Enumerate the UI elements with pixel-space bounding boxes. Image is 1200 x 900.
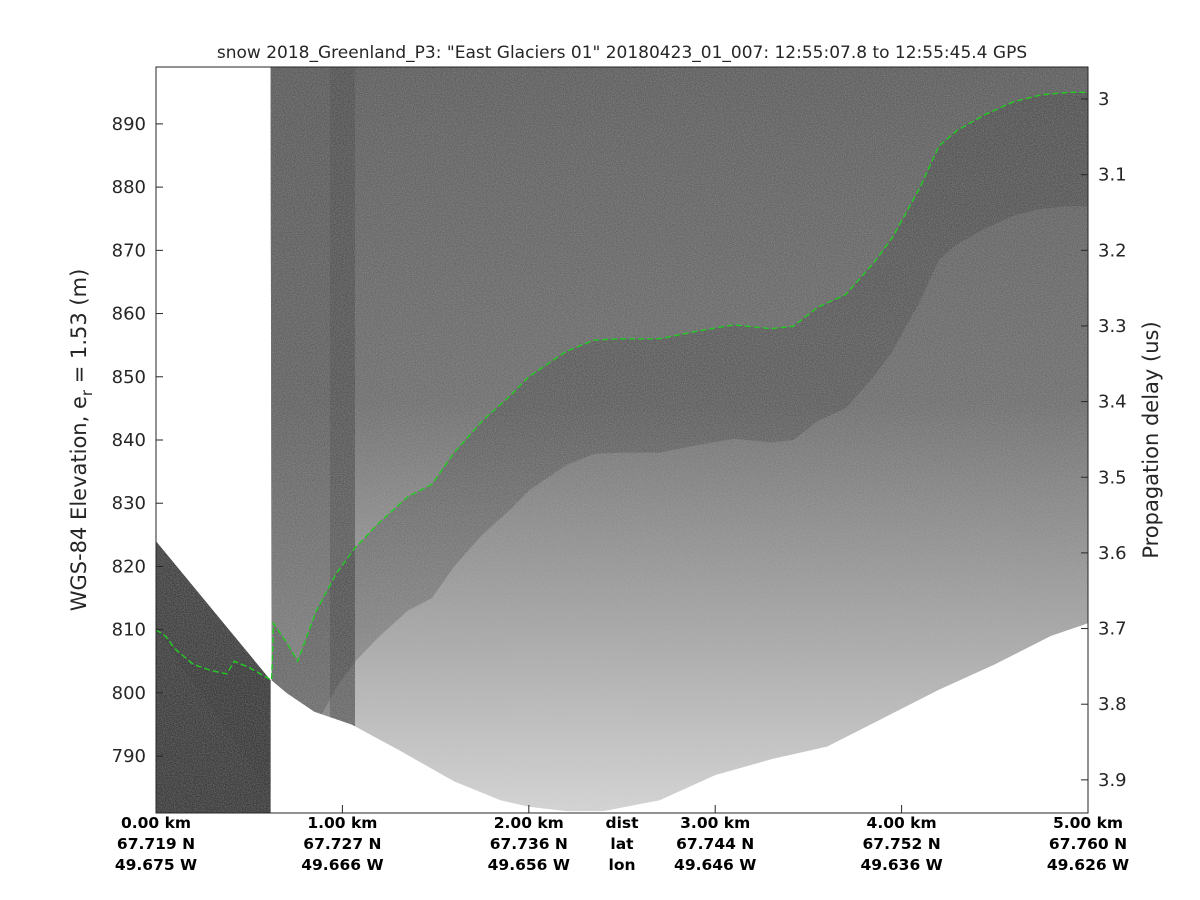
right-tick-label: 3	[1098, 89, 1109, 110]
right-tick-label: 3.7	[1098, 619, 1127, 640]
left-tick-label: 890	[112, 114, 146, 135]
x-tick-label-lat: 67.752 N	[863, 835, 941, 853]
x-tick-label-lon: 49.636 W	[860, 856, 942, 874]
x-tick-label-lat: 67.744 N	[676, 835, 754, 853]
x-tick-label-lon: 49.675 W	[115, 856, 197, 874]
x-tick-label-lon: 49.656 W	[488, 856, 570, 874]
x-tick-label-dist: 1.00 km	[307, 814, 377, 832]
echogram-image	[156, 67, 1088, 813]
left-tick-label: 800	[112, 683, 146, 704]
right-tick-label: 3.6	[1098, 543, 1127, 564]
left-tick-label: 880	[112, 177, 146, 198]
left-tick-label: 830	[112, 493, 146, 514]
echogram-speckle	[156, 67, 1088, 813]
x-tick-label-lat: 67.719 N	[117, 835, 195, 853]
right-tick-label: 3.9	[1098, 770, 1127, 791]
left-tick-label: 850	[112, 367, 146, 388]
right-tick-label: 3.1	[1098, 165, 1127, 186]
x-tick-label-lat: 67.727 N	[303, 835, 381, 853]
left-y-axis-label: WGS-84 Elevation, er = 1.53 (m)	[67, 269, 96, 612]
right-tick-label: 3.4	[1098, 392, 1127, 413]
left-tick-label: 860	[112, 304, 146, 325]
left-tick-label: 820	[112, 556, 146, 577]
x-row-name-dist: dist	[605, 814, 639, 832]
left-tick-label: 840	[112, 430, 146, 451]
x-tick-label-dist: 5.00 km	[1053, 814, 1123, 832]
x-axis: 0.00 km 67.719 N 49.675 W 1.00 km 67.727 N 49…	[115, 805, 1129, 874]
left-tick-label: 870	[112, 240, 146, 261]
x-tick-label-lon: 49.646 W	[674, 856, 756, 874]
x-tick-label-dist: 0.00 km	[121, 814, 191, 832]
x-row-name-lon: lon	[609, 856, 636, 874]
right-y-axis-label: Propagation delay (us)	[1139, 321, 1163, 558]
x-tick-label-lat: 67.736 N	[490, 835, 568, 853]
plot-area	[155, 66, 1089, 814]
right-tick-label: 3.3	[1098, 316, 1127, 337]
chart-title: snow 2018_Greenland_P3: "East Glaciers 0…	[217, 43, 1027, 63]
x-tick-label-dist: 2.00 km	[494, 814, 564, 832]
right-tick-label: 3.8	[1098, 694, 1127, 715]
left-tick-label: 790	[112, 746, 146, 767]
x-tick-label-lon: 49.666 W	[301, 856, 383, 874]
x-row-name-lat: lat	[610, 835, 634, 853]
right-tick-label: 3.5	[1098, 467, 1127, 488]
left-y-axis: 790 800 810 820 830 840 850 860 870 880 890	[112, 114, 163, 767]
left-tick-label: 810	[112, 620, 146, 641]
right-tick-label: 3.2	[1098, 240, 1127, 261]
x-tick-label-lat: 67.760 N	[1049, 835, 1127, 853]
x-tick-label-dist: 3.00 km	[680, 814, 750, 832]
x-tick-label-lon: 49.626 W	[1047, 856, 1129, 874]
surface-layer-line	[156, 91, 1088, 682]
right-y-axis: 3 3.1 3.2 3.3 3.4 3.5 3.6 3.7 3.8 3.9	[1081, 89, 1127, 791]
x-tick-label-dist: 4.00 km	[867, 814, 937, 832]
